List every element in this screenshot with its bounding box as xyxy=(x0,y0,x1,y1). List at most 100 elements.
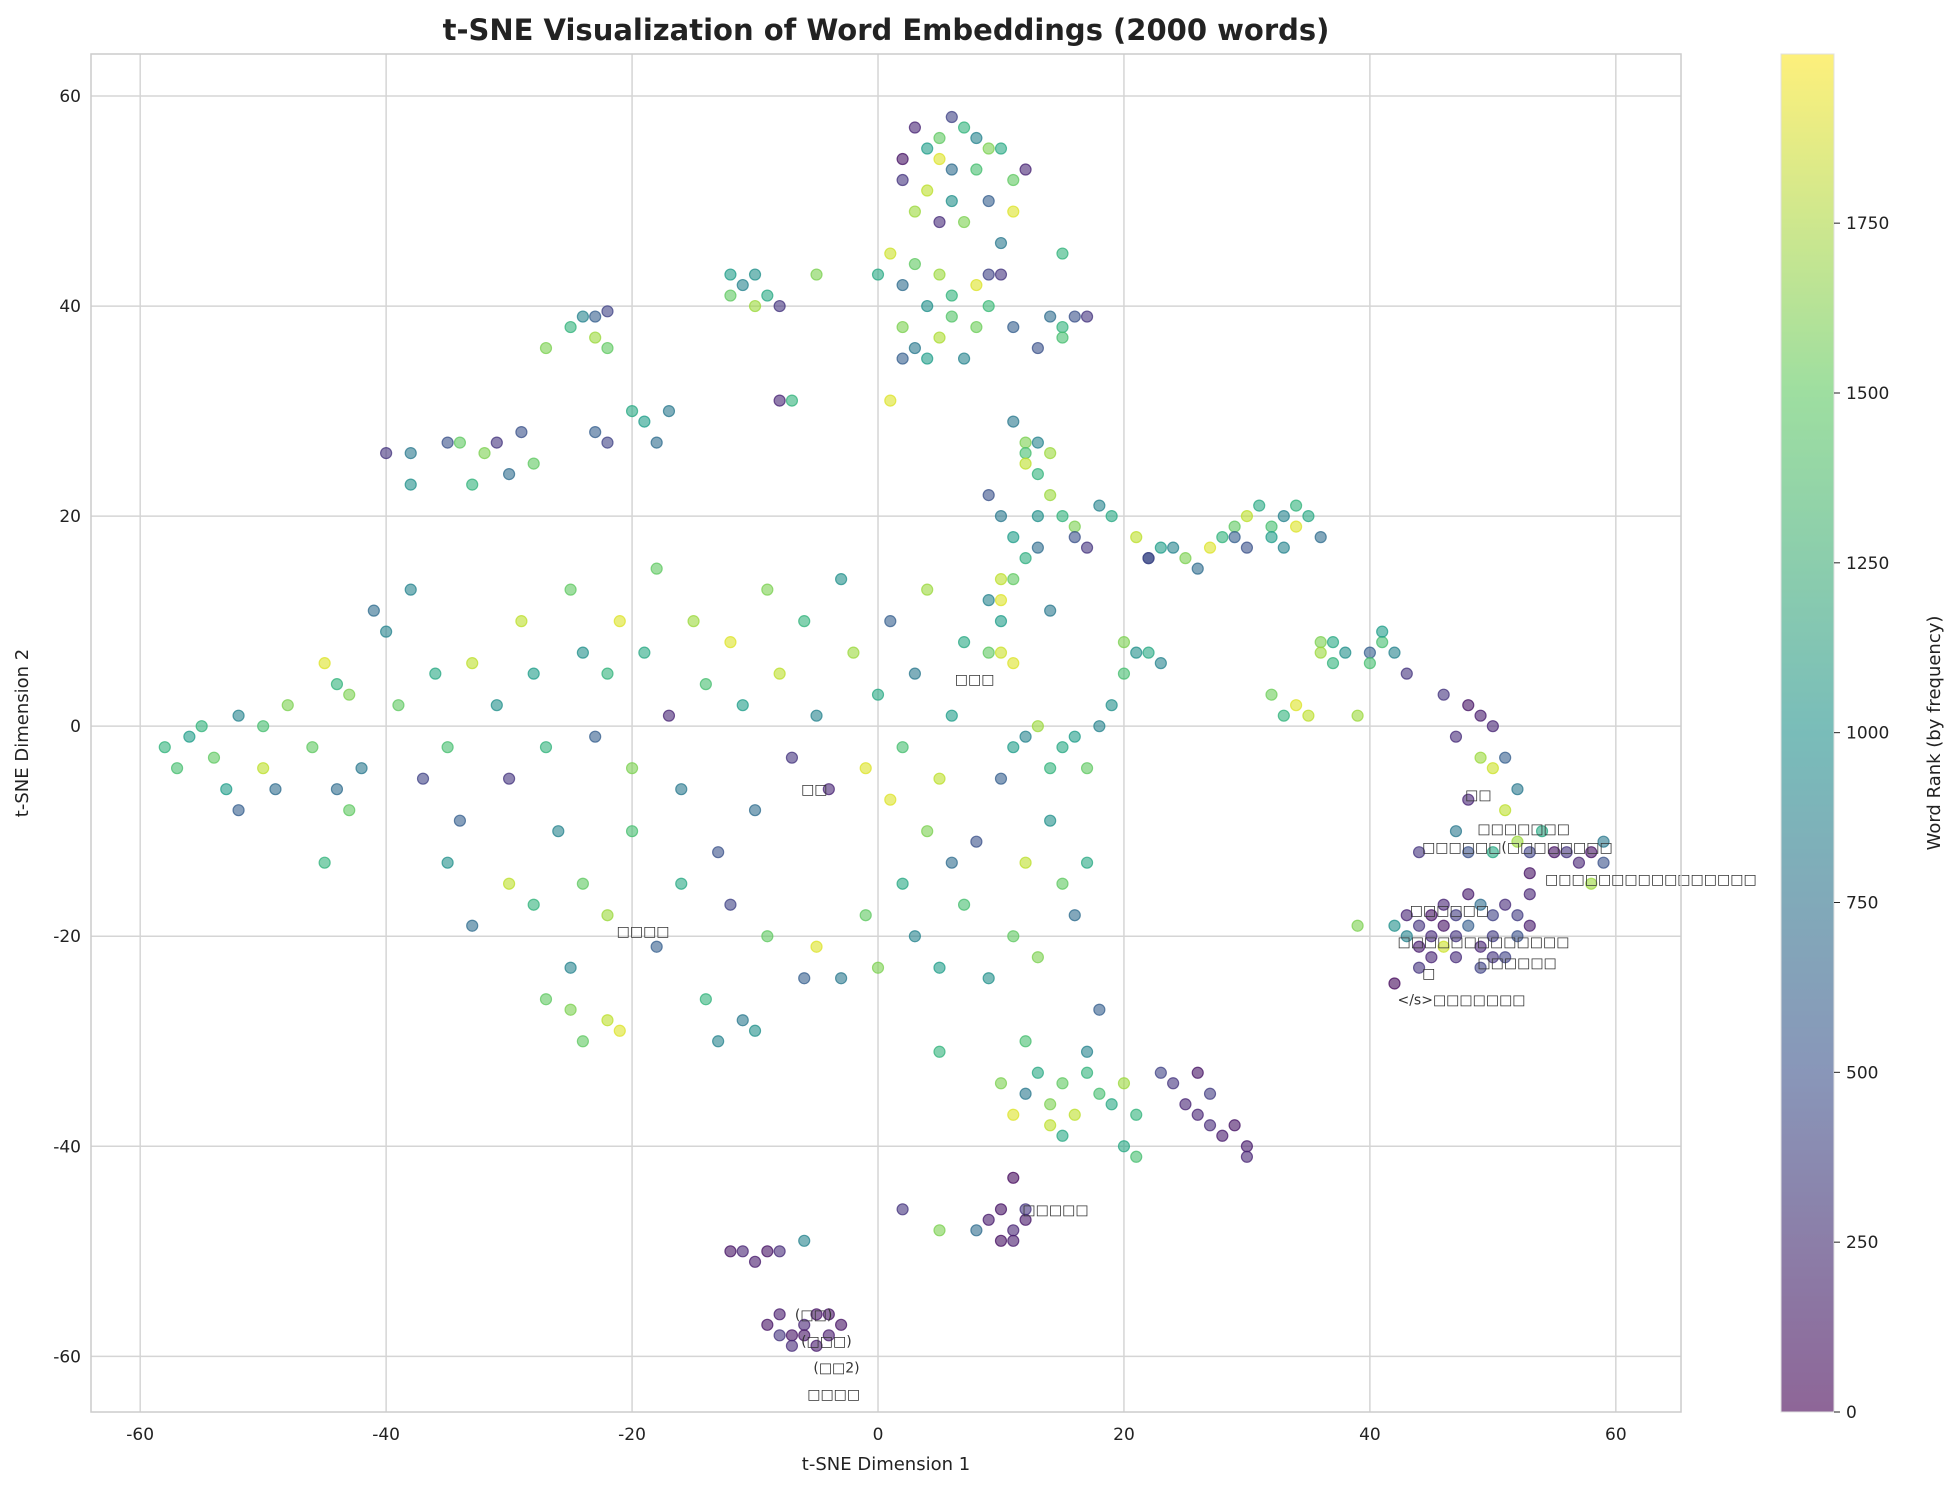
data-point xyxy=(896,1203,909,1216)
data-point xyxy=(945,709,958,722)
data-point xyxy=(1044,604,1057,617)
data-point xyxy=(1179,1098,1192,1111)
data-point xyxy=(1462,793,1475,806)
data-point xyxy=(281,699,294,712)
data-point xyxy=(675,783,688,796)
data-point xyxy=(945,163,958,176)
data-point xyxy=(835,573,848,586)
data-point xyxy=(1117,636,1131,649)
data-point xyxy=(1031,468,1044,481)
data-point xyxy=(982,972,995,985)
data-point xyxy=(1080,1066,1094,1079)
data-point xyxy=(1499,951,1512,964)
data-point xyxy=(527,898,540,911)
data-point xyxy=(515,615,528,628)
data-point xyxy=(1093,720,1106,733)
data-point xyxy=(773,299,786,313)
data-point xyxy=(1462,699,1475,712)
data-point xyxy=(1093,1003,1106,1016)
data-point xyxy=(970,278,983,292)
data-point xyxy=(1535,825,1549,838)
data-point xyxy=(1007,415,1020,428)
data-point xyxy=(1499,898,1512,911)
data-point xyxy=(1240,541,1254,554)
data-point xyxy=(773,1308,786,1321)
data-point xyxy=(1056,510,1069,523)
data-point xyxy=(515,425,528,439)
data-point xyxy=(1167,1077,1180,1090)
data-point xyxy=(441,741,454,754)
data-point xyxy=(921,142,934,155)
data-point xyxy=(1105,510,1118,523)
data-point xyxy=(638,646,651,659)
data-point xyxy=(1019,1203,1032,1216)
data-point xyxy=(1019,447,1032,460)
data-point xyxy=(613,1024,626,1037)
data-point xyxy=(1007,741,1020,754)
data-point xyxy=(798,972,811,985)
data-point xyxy=(785,394,799,407)
data-point xyxy=(1044,447,1057,460)
data-point xyxy=(1412,940,1426,953)
data-point xyxy=(1080,1045,1094,1058)
data-point xyxy=(773,1245,786,1258)
data-point xyxy=(1474,751,1487,764)
data-point xyxy=(908,341,921,355)
colorbar-tick-label: 750 xyxy=(1846,893,1878,913)
data-point xyxy=(994,772,1008,785)
data-point xyxy=(994,615,1008,628)
data-point xyxy=(810,1339,823,1352)
data-point xyxy=(1290,520,1303,533)
data-point xyxy=(207,751,221,764)
data-point xyxy=(1228,531,1241,544)
data-point xyxy=(933,331,946,344)
data-point xyxy=(625,825,639,838)
data-point xyxy=(1007,657,1020,670)
data-point xyxy=(466,657,479,670)
data-point xyxy=(1560,846,1573,859)
y-tick-label: 40 xyxy=(59,297,81,317)
data-point xyxy=(1068,909,1081,922)
data-point xyxy=(502,772,516,785)
data-point xyxy=(170,762,184,775)
data-point xyxy=(650,562,663,575)
data-point xyxy=(539,341,553,355)
data-point xyxy=(1425,930,1438,943)
data-point xyxy=(748,1024,762,1037)
data-point xyxy=(810,1308,823,1321)
data-point xyxy=(404,583,417,596)
data-point xyxy=(1412,961,1426,974)
plot-frame xyxy=(90,53,1682,1413)
data-point xyxy=(232,804,245,817)
data-point xyxy=(945,310,958,323)
data-point xyxy=(1130,1150,1143,1163)
data-point xyxy=(957,636,971,649)
data-point xyxy=(539,741,553,754)
data-point xyxy=(1044,1119,1057,1132)
data-point xyxy=(1019,1035,1032,1048)
data-point xyxy=(748,268,762,281)
data-point xyxy=(871,961,885,974)
data-point xyxy=(982,299,995,313)
data-point xyxy=(970,835,983,848)
data-point xyxy=(1179,552,1192,565)
data-point xyxy=(748,299,762,313)
data-point xyxy=(1056,877,1069,890)
data-point xyxy=(527,457,540,470)
data-point xyxy=(1314,636,1327,649)
data-point xyxy=(1437,898,1450,911)
data-point xyxy=(1351,919,1364,932)
data-point xyxy=(994,236,1008,250)
data-point xyxy=(994,1203,1008,1216)
data-point xyxy=(1585,846,1598,859)
y-tick-label: -40 xyxy=(53,1137,81,1157)
data-point xyxy=(1080,541,1094,554)
data-point xyxy=(1240,1150,1254,1163)
colorbar-tick-label: 500 xyxy=(1846,1063,1878,1083)
data-point xyxy=(957,352,971,365)
data-point xyxy=(908,121,921,134)
data-point xyxy=(1326,657,1340,670)
data-point xyxy=(453,814,467,827)
data-point xyxy=(1449,930,1463,943)
